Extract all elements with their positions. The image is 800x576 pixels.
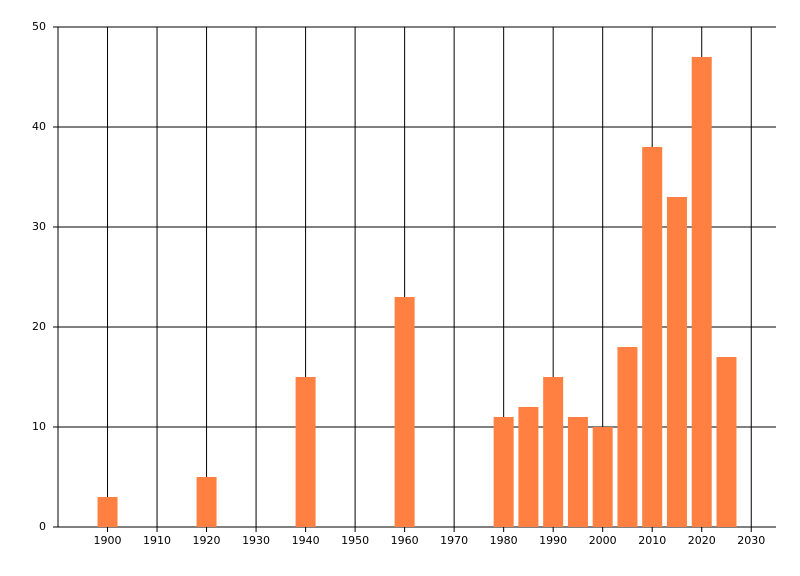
x-tick-label: 2030 (737, 534, 765, 547)
bar (97, 497, 118, 527)
x-tick-label: 1910 (143, 534, 171, 547)
y-tick-label: 0 (39, 520, 46, 533)
x-tick-label: 1950 (341, 534, 369, 547)
bar (295, 377, 316, 527)
bar (716, 357, 737, 527)
bar (394, 297, 415, 527)
bar (666, 197, 687, 527)
x-tick-label: 1960 (391, 534, 419, 547)
bar (493, 417, 514, 527)
bar (196, 477, 217, 527)
y-tick-label: 40 (32, 120, 46, 133)
y-tick-label: 30 (32, 220, 46, 233)
x-tick-label: 1940 (292, 534, 320, 547)
x-tick-label: 1920 (193, 534, 221, 547)
x-tick-label: 1990 (539, 534, 567, 547)
x-tick-label: 1900 (94, 534, 122, 547)
x-tick-label: 1970 (440, 534, 468, 547)
bar (691, 57, 712, 527)
bar (592, 427, 613, 527)
x-tick-label: 2000 (589, 534, 617, 547)
bar (642, 147, 663, 527)
x-tick-label: 2020 (688, 534, 716, 547)
x-tick-label: 2010 (638, 534, 666, 547)
bar (543, 377, 564, 527)
x-tick-label: 1930 (242, 534, 270, 547)
y-tick-label: 20 (32, 320, 46, 333)
x-tick-label: 1980 (490, 534, 518, 547)
bar (567, 417, 588, 527)
y-tick-label: 50 (32, 20, 46, 33)
y-tick-label: 10 (32, 420, 46, 433)
bar (617, 347, 638, 527)
bar (518, 407, 539, 527)
